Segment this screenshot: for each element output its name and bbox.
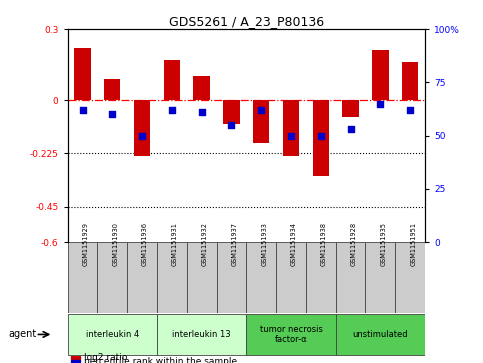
Point [347,126,355,132]
Bar [366,242,395,313]
Bar [134,100,150,156]
Bar [313,100,329,176]
Bar [246,242,276,313]
Point [168,107,176,113]
Bar [71,360,80,362]
Text: GSM1151936: GSM1151936 [142,222,148,266]
Text: GSM1151929: GSM1151929 [83,222,88,266]
Text: GSM1151928: GSM1151928 [351,222,356,266]
Bar [68,242,98,313]
Bar [98,242,127,313]
Text: GSM1151934: GSM1151934 [291,222,297,266]
Bar [216,242,246,313]
Bar [157,242,187,313]
Bar [402,62,418,100]
Bar [194,76,210,100]
Text: unstimulated: unstimulated [353,330,408,339]
Point [198,109,206,115]
Point [257,107,265,113]
Point [79,107,86,113]
Text: GSM1151931: GSM1151931 [172,222,178,266]
Text: GSM1151933: GSM1151933 [261,222,267,266]
Text: GSM1151930: GSM1151930 [112,222,118,266]
Bar [336,314,425,355]
Bar [74,48,91,100]
Bar [283,100,299,156]
Bar [127,242,157,313]
Bar [164,60,180,100]
Point [377,101,384,106]
Text: GSM1151951: GSM1151951 [410,222,416,266]
Text: GSM1151932: GSM1151932 [202,222,208,266]
Bar [253,100,270,143]
Bar [71,356,80,359]
Text: log2 ratio: log2 ratio [84,353,127,362]
Bar [372,50,388,100]
Text: interleukin 13: interleukin 13 [172,330,231,339]
Text: GSM1151938: GSM1151938 [321,222,327,266]
Bar [336,242,366,313]
Text: GSM1151935: GSM1151935 [381,222,386,266]
Bar [68,314,157,355]
Bar [104,79,120,100]
Bar [187,242,216,313]
Point [227,122,235,128]
Point [406,107,414,113]
Bar [395,242,425,313]
Point [287,132,295,138]
Point [138,132,146,138]
Text: GSM1151937: GSM1151937 [231,222,238,266]
Text: agent: agent [8,330,36,339]
Bar [157,314,246,355]
Bar [223,100,240,124]
Bar [246,314,336,355]
Bar [306,242,336,313]
Bar [276,242,306,313]
Text: percentile rank within the sample: percentile rank within the sample [84,356,237,363]
Text: tumor necrosis
factor-α: tumor necrosis factor-α [259,325,323,344]
Title: GDS5261 / A_23_P80136: GDS5261 / A_23_P80136 [169,15,324,28]
Point [108,111,116,117]
Point [317,132,325,138]
Text: interleukin 4: interleukin 4 [85,330,139,339]
Bar [342,100,359,117]
